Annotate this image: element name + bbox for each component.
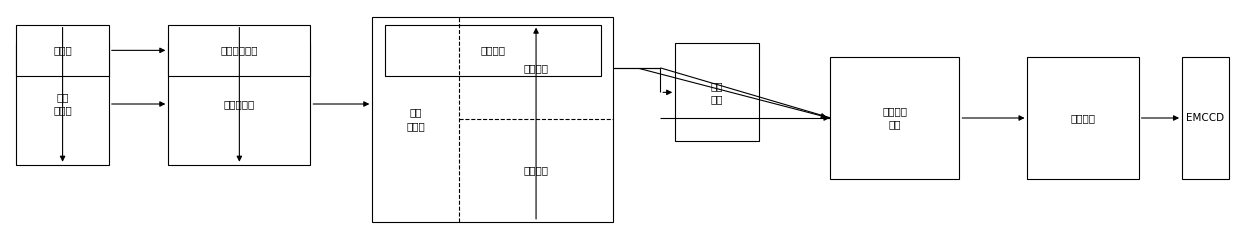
Bar — [169, 25, 311, 76]
Bar — [384, 25, 601, 76]
Text: 钓位电路: 钓位电路 — [1070, 113, 1095, 123]
Text: EMCCD: EMCCD — [1187, 113, 1224, 123]
Text: 隔直电路: 隔直电路 — [481, 45, 506, 55]
Text: 次级线圈: 次级线圈 — [524, 63, 549, 73]
Text: 滤波
电路: 滤波 电路 — [711, 81, 724, 104]
Bar — [16, 25, 109, 76]
Text: 时序
发生器: 时序 发生器 — [53, 93, 72, 116]
Text: 控制器: 控制器 — [53, 45, 72, 55]
Bar — [372, 17, 613, 222]
Bar — [1027, 57, 1139, 179]
Text: 自耦
变压器: 自耦 变压器 — [406, 108, 425, 131]
Bar — [675, 43, 760, 141]
Bar — [16, 43, 109, 165]
Bar — [169, 43, 311, 165]
Text: 可调低压电源: 可调低压电源 — [221, 45, 258, 55]
Text: 初级线圈: 初级线圈 — [524, 165, 549, 176]
Text: 集成驱动器: 集成驱动器 — [224, 99, 255, 109]
Text: 隔直耦合
电路: 隔直耦合 电路 — [882, 106, 907, 130]
Bar — [830, 57, 959, 179]
Bar — [1182, 57, 1229, 179]
